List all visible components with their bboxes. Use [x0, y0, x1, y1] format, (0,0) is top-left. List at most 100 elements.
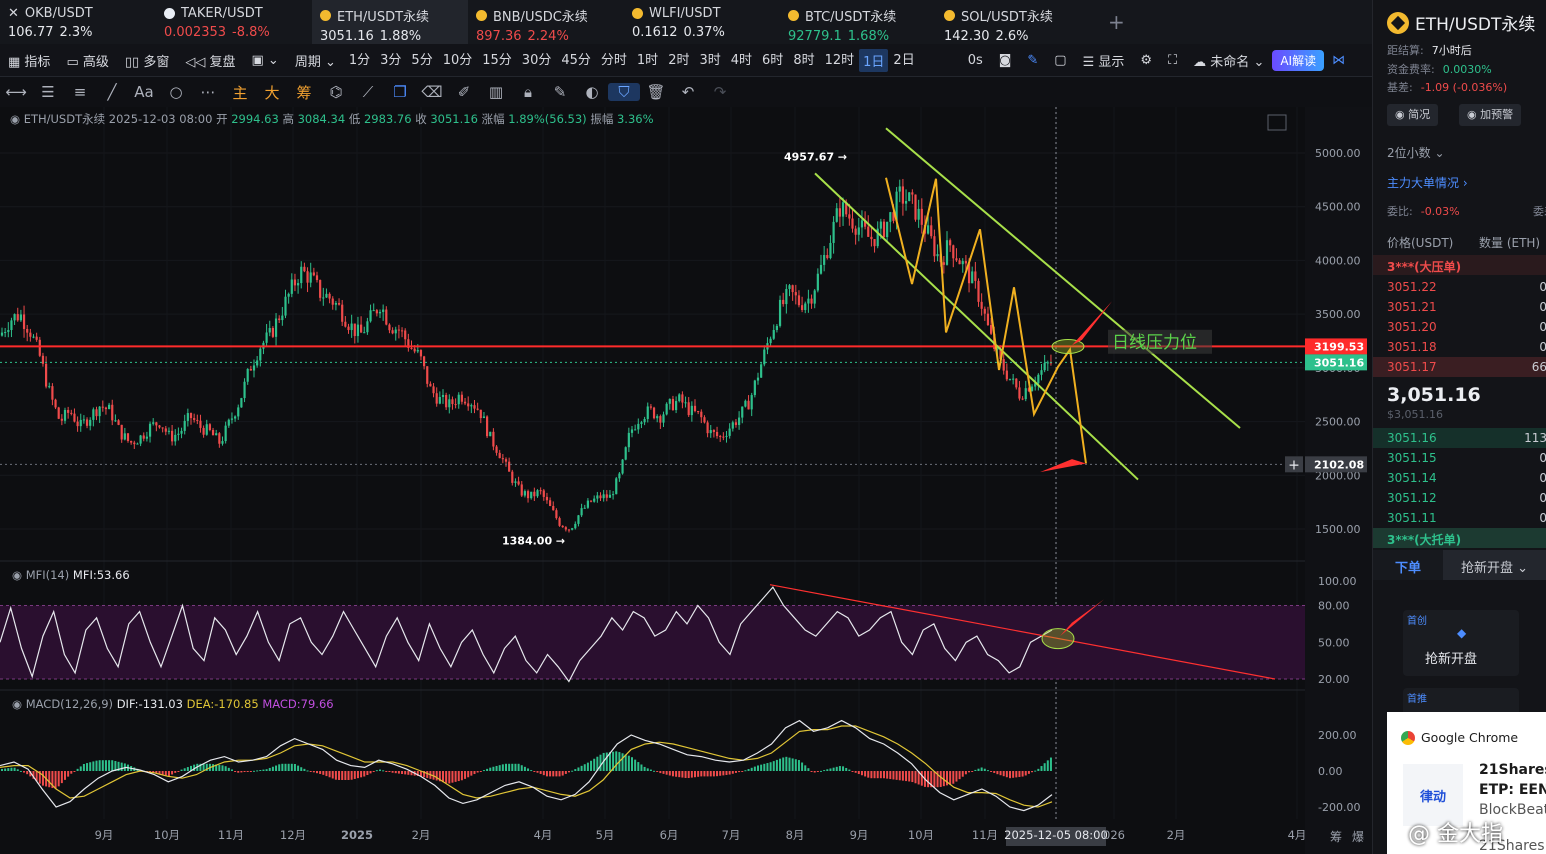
ticker-tab[interactable]: BNB/USDC永续 897.36 2.24% — [468, 0, 624, 44]
hide-icon[interactable]: ◐ — [585, 83, 599, 101]
fib-lines-icon[interactable]: ≡ — [73, 83, 87, 101]
period-10[interactable]: 3时 — [699, 52, 721, 68]
period-1[interactable]: 3分 — [380, 52, 402, 68]
candle-body — [133, 442, 136, 445]
period-5[interactable]: 30分 — [521, 52, 552, 68]
eraser-icon[interactable]: ⌫ — [421, 83, 443, 101]
period-9[interactable]: 2时 — [668, 52, 690, 68]
ask-row[interactable]: 3051.18 0 — [1387, 340, 1546, 354]
text-tool[interactable]: Aa — [134, 83, 154, 101]
candle-body — [933, 236, 936, 257]
ask-row[interactable]: 3051.17 66 — [1387, 360, 1546, 374]
ticker-tab[interactable]: TAKER/USDT 0.002353 -8.8% — [156, 0, 312, 44]
eye-icon[interactable]: ◉ — [12, 697, 23, 711]
period-3[interactable]: 10分 — [442, 52, 473, 68]
bid-row[interactable]: 3051.14 0 — [1387, 471, 1546, 485]
last-price: 3,051.16 — [1387, 384, 1481, 406]
brush-icon[interactable]: ✐ — [457, 83, 471, 101]
undo-icon[interactable]: ↶ — [681, 83, 695, 101]
macd-bar — [536, 771, 539, 773]
window-icon[interactable]: ▢ — [1054, 52, 1067, 68]
period-2[interactable]: 5分 — [411, 52, 433, 68]
big-order-tool[interactable]: 大 — [264, 83, 280, 102]
macd-bar — [451, 771, 454, 783]
lock-icon[interactable]: 🔒︎ — [524, 83, 532, 101]
overview-button[interactable]: ◉ 简况 — [1387, 104, 1439, 126]
ticker-tab[interactable]: BTC/USDT永续 92779.1 1.68% — [780, 0, 936, 44]
alert-button[interactable]: ◉ 加预警 — [1459, 104, 1522, 126]
chip-tool[interactable]: 筹 — [296, 83, 312, 102]
macd-bar — [942, 771, 945, 787]
period-12[interactable]: 6时 — [762, 52, 784, 68]
tab-order[interactable]: 下单 — [1395, 561, 1422, 576]
chart-area[interactable]: 5000.004500.004000.003500.003000.002500.… — [0, 107, 1372, 854]
display-button[interactable]: ☰ 显示 — [1082, 54, 1125, 70]
macd-bar — [955, 771, 958, 782]
ask-row[interactable]: 3051.21 0 — [1387, 300, 1546, 314]
macd-bar — [514, 763, 517, 771]
copy-icon[interactable]: ❐ — [393, 83, 407, 101]
period-0[interactable]: 1分 — [348, 52, 371, 68]
bid-row[interactable]: 3051.11 0 — [1387, 511, 1546, 525]
indicator-button[interactable]: ▦ 指标 — [8, 54, 51, 70]
chrome-notification[interactable]: Google Chrome 律动 21Shares ETP: EEN Block… — [1387, 712, 1546, 854]
replay-button[interactable]: ◁◁ 复盘 — [185, 54, 236, 70]
ruler-icon[interactable]: ⟋ — [362, 83, 374, 101]
trend-line-icon[interactable]: ╱ — [107, 83, 117, 101]
note-icon[interactable]: ✎ — [553, 83, 567, 101]
redo-icon[interactable]: ↷ — [713, 83, 727, 101]
period-6[interactable]: 45分 — [561, 52, 591, 68]
candle-body — [791, 285, 794, 293]
more-tools-icon[interactable]: ⋯ — [200, 83, 216, 101]
ai-analysis-button[interactable]: AI解读 — [1272, 49, 1325, 71]
magnet-icon[interactable]: ⌬ — [329, 83, 343, 101]
candle-body — [624, 447, 627, 460]
macd-bar — [73, 771, 76, 772]
candles-icon[interactable]: ▥ — [488, 83, 504, 101]
ask-row[interactable]: 3051.22 0 — [1387, 280, 1546, 294]
share-icon[interactable]: ⋈ — [1332, 52, 1346, 68]
period-11[interactable]: 4时 — [730, 52, 753, 68]
ticker-tab[interactable]: ETH/USDT永续 3051.16 1.88% — [312, 0, 468, 44]
add-tab-icon[interactable]: + — [1108, 10, 1125, 34]
eye-icon[interactable]: ◉ — [12, 568, 23, 582]
main-force-tool[interactable]: 主 — [232, 83, 248, 102]
ticker-tab[interactable]: SOL/USDT永续 142.30 2.6% — [936, 0, 1092, 44]
tab-snipe[interactable]: 抢新开盘 ⌄ — [1461, 561, 1529, 576]
settings-icon[interactable]: ⚙ — [1140, 52, 1153, 68]
period-8[interactable]: 1时 — [636, 52, 659, 68]
layout-dropdown[interactable]: ▣ ⌄ — [251, 52, 279, 68]
parallel-lines-icon[interactable]: ☰ — [41, 83, 55, 101]
eye-icon[interactable]: ◉ — [10, 112, 21, 126]
close-icon[interactable]: ✕ — [8, 6, 19, 21]
filter-icon[interactable]: ⛉ — [608, 83, 640, 101]
bid-row[interactable]: 3051.12 0 — [1387, 491, 1546, 505]
period-4[interactable]: 15分 — [482, 52, 512, 68]
trash-icon[interactable]: 🗑︎ — [646, 83, 666, 101]
cloud-layout-button[interactable]: ☁ 未命名 ⌄ — [1193, 54, 1265, 70]
decimals-dropdown[interactable]: 2位小数 ⌄ — [1387, 146, 1445, 160]
snipe-card[interactable]: 首创 ◆ 抢新开盘 — [1403, 610, 1519, 676]
circle-tool-icon[interactable]: ○ — [169, 83, 183, 101]
ticker-tab[interactable]: ✕ OKB/USDT 106.77 2.3% — [0, 0, 156, 44]
big-orders-link[interactable]: 主力大单情况 › — [1387, 176, 1468, 190]
ticker-tab[interactable]: WLFI/USDT 0.1612 0.37% — [624, 0, 780, 44]
camera-icon[interactable]: ◙ — [998, 52, 1012, 68]
period-dropdown[interactable]: 周期 ⌄ — [294, 54, 336, 70]
period-16[interactable]: 2日 — [893, 52, 915, 68]
horizontal-line-icon[interactable]: ⟷ — [5, 83, 27, 101]
pen-icon[interactable]: ✎ — [1027, 52, 1039, 68]
period-14[interactable]: 12时 — [824, 52, 855, 68]
period-13[interactable]: 8时 — [793, 52, 815, 68]
macd-bar — [990, 771, 993, 772]
liquidation-button[interactable]: 爆 — [1352, 830, 1365, 844]
fullscreen-icon[interactable]: ⛶ — [1168, 52, 1178, 68]
bid-row[interactable]: 3051.15 0 — [1387, 451, 1546, 465]
period-7[interactable]: 分时 — [600, 52, 627, 68]
advanced-button[interactable]: ▭ 高级 — [66, 54, 109, 70]
multi-window-button[interactable]: ▯▯ 多窗 — [124, 54, 170, 70]
ask-row[interactable]: 3051.20 0 — [1387, 320, 1546, 334]
period-15[interactable]: 1日 — [859, 48, 889, 72]
bid-row[interactable]: 3051.16 113 — [1387, 431, 1546, 445]
chip-button[interactable]: 筹 — [1330, 830, 1343, 844]
